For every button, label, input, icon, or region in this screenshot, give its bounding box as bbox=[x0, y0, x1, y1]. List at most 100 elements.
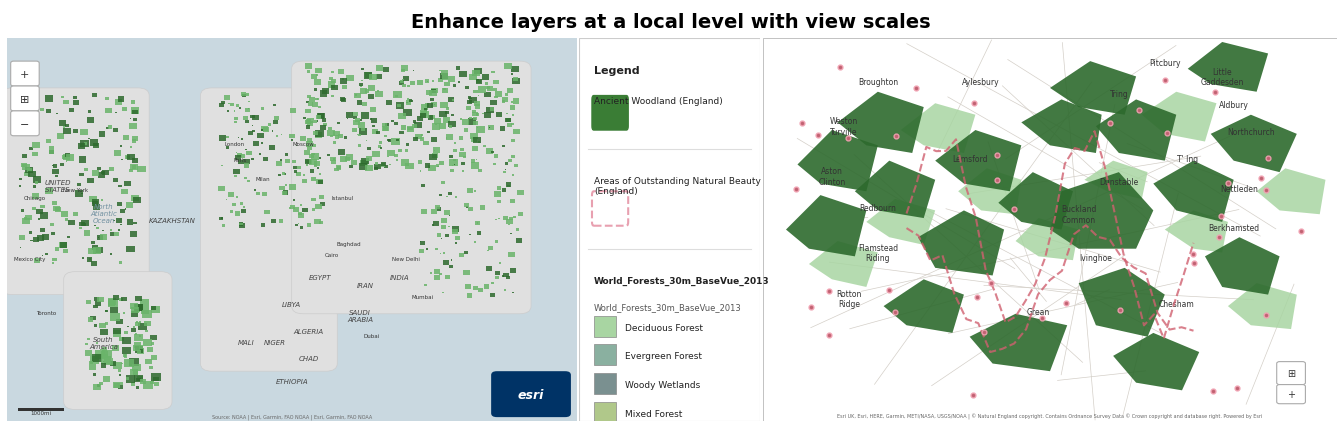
Bar bbox=[506, 114, 508, 115]
Bar bbox=[89, 111, 91, 113]
Bar bbox=[396, 103, 404, 109]
Bar bbox=[236, 153, 241, 158]
Bar bbox=[133, 345, 141, 351]
Bar bbox=[483, 146, 485, 148]
Text: Baghdad: Baghdad bbox=[337, 241, 361, 246]
Bar bbox=[46, 253, 48, 255]
Bar bbox=[118, 185, 122, 187]
Bar bbox=[371, 130, 378, 135]
Text: INDIA: INDIA bbox=[390, 275, 410, 281]
Bar bbox=[408, 99, 409, 100]
Bar bbox=[84, 343, 87, 345]
Bar bbox=[21, 164, 30, 170]
Bar bbox=[361, 113, 369, 119]
Bar bbox=[361, 158, 369, 164]
Bar bbox=[392, 139, 400, 146]
Bar bbox=[36, 209, 43, 215]
Bar bbox=[32, 207, 36, 210]
Bar bbox=[89, 361, 93, 364]
Bar bbox=[126, 156, 130, 159]
Bar bbox=[353, 112, 358, 117]
Bar bbox=[448, 192, 452, 195]
Text: North
Atlantic
Ocean: North Atlantic Ocean bbox=[90, 204, 117, 224]
Bar bbox=[512, 99, 519, 105]
Bar bbox=[401, 160, 409, 167]
Bar bbox=[304, 160, 310, 164]
FancyBboxPatch shape bbox=[11, 87, 39, 112]
Bar bbox=[44, 96, 54, 103]
Bar bbox=[20, 186, 21, 187]
Bar bbox=[402, 70, 405, 72]
Bar bbox=[472, 146, 479, 152]
Bar bbox=[445, 234, 449, 237]
Text: Grean: Grean bbox=[1027, 307, 1050, 316]
Bar bbox=[137, 350, 141, 353]
Text: Little
Gaddesden: Little Gaddesden bbox=[1200, 68, 1244, 87]
Bar bbox=[448, 77, 455, 82]
Bar bbox=[444, 83, 449, 87]
FancyBboxPatch shape bbox=[491, 372, 571, 417]
FancyBboxPatch shape bbox=[11, 62, 39, 87]
Bar bbox=[94, 225, 97, 227]
Bar bbox=[432, 210, 437, 214]
Bar bbox=[390, 121, 394, 123]
Bar bbox=[25, 168, 32, 174]
Bar bbox=[504, 163, 508, 166]
Bar bbox=[52, 201, 58, 206]
Bar bbox=[40, 228, 44, 232]
Bar bbox=[68, 108, 74, 112]
Bar bbox=[308, 160, 316, 166]
Bar bbox=[131, 307, 139, 314]
Bar bbox=[323, 123, 327, 126]
Bar bbox=[97, 342, 98, 344]
Bar bbox=[327, 131, 335, 137]
Bar bbox=[283, 191, 288, 196]
Bar bbox=[487, 87, 493, 92]
Bar bbox=[263, 128, 268, 133]
Bar bbox=[152, 342, 154, 345]
Bar bbox=[131, 166, 137, 170]
Bar bbox=[337, 167, 342, 170]
Bar bbox=[232, 204, 236, 207]
Bar bbox=[32, 142, 40, 148]
Bar bbox=[445, 108, 449, 110]
Polygon shape bbox=[935, 131, 1022, 192]
Bar bbox=[261, 224, 266, 227]
Bar bbox=[468, 97, 471, 100]
Bar bbox=[97, 384, 101, 387]
Bar bbox=[460, 149, 464, 152]
Bar bbox=[507, 89, 514, 94]
Text: Source: NOAA | Esri, Garmin, FAO NOAA | Esri, Garmin, FAO NOAA: Source: NOAA | Esri, Garmin, FAO NOAA | … bbox=[212, 413, 371, 419]
Bar bbox=[335, 165, 342, 170]
Bar bbox=[284, 154, 288, 156]
Bar bbox=[444, 211, 449, 215]
Text: 1000mi: 1000mi bbox=[31, 410, 51, 415]
Bar bbox=[130, 312, 138, 317]
Bar bbox=[220, 104, 224, 108]
Bar bbox=[143, 339, 152, 346]
Bar bbox=[416, 135, 421, 139]
Text: ETHIOPIA: ETHIOPIA bbox=[275, 378, 308, 384]
Bar bbox=[365, 73, 371, 79]
Bar bbox=[125, 182, 130, 187]
Bar bbox=[298, 167, 300, 169]
Text: Evergreen Forest: Evergreen Forest bbox=[625, 352, 701, 361]
Bar bbox=[432, 138, 437, 142]
Text: New York: New York bbox=[63, 188, 87, 193]
Bar bbox=[20, 102, 28, 108]
Bar bbox=[319, 91, 327, 97]
Bar bbox=[80, 129, 87, 135]
Bar bbox=[90, 140, 98, 147]
Bar bbox=[452, 227, 459, 232]
Bar bbox=[102, 347, 106, 351]
Bar bbox=[319, 202, 325, 207]
Bar bbox=[341, 79, 347, 85]
Bar bbox=[299, 204, 302, 206]
Bar bbox=[131, 111, 138, 115]
Bar bbox=[440, 273, 443, 276]
Bar bbox=[334, 168, 338, 172]
Bar bbox=[426, 103, 433, 108]
Bar bbox=[235, 156, 241, 161]
Bar bbox=[510, 217, 512, 220]
Bar bbox=[257, 134, 264, 139]
